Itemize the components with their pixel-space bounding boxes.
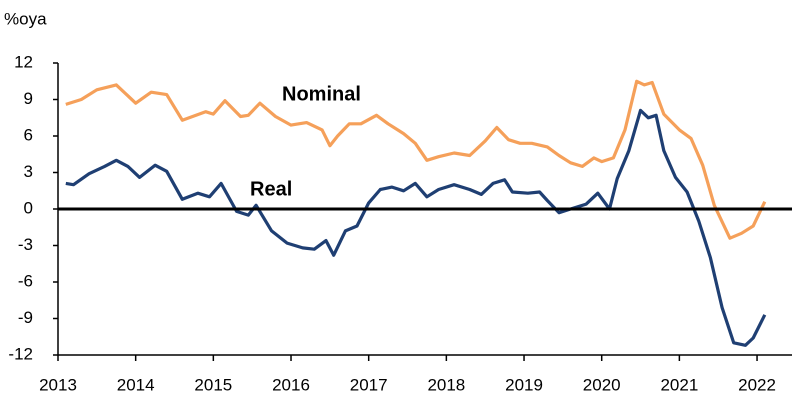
y-tick-label: 9 [24,89,33,108]
x-tick-label: 2014 [117,375,155,394]
x-tick-label: 2022 [738,375,776,394]
annotation: Nominal [282,83,361,105]
y-tick-label: -9 [18,308,33,327]
x-tick-label: 2013 [39,375,77,394]
annotation: Real [250,178,292,200]
x-tick-label: 2015 [194,375,232,394]
series-line [65,79,767,240]
y-axis-label: %oya [4,9,47,28]
y-tick-label: -6 [18,271,33,290]
x-tick-label: 2021 [660,375,698,394]
y-tick-label: 6 [24,125,33,144]
y-tick-label: -3 [18,235,33,254]
x-tick-label: 2016 [272,375,310,394]
y-tick-label: 0 [24,198,33,217]
x-tick-label: 2019 [505,375,543,394]
x-tick-label: 2018 [427,375,465,394]
x-tick-label: 2017 [350,375,388,394]
y-tick-label: -12 [8,344,33,363]
y-tick-label: 3 [24,162,33,181]
x-tick-label: 2020 [583,375,621,394]
y-tick-label: 12 [14,52,33,71]
series-line [65,108,767,347]
